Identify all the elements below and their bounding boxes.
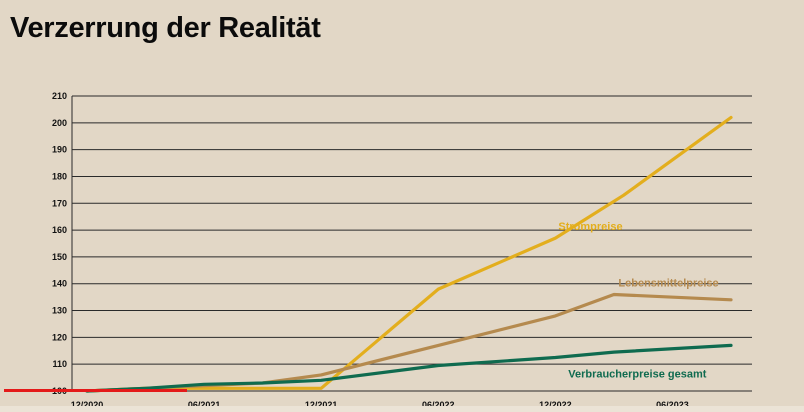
- x-tick-label: 06/2023: [656, 400, 689, 410]
- y-tick-label: 150: [52, 252, 67, 262]
- y-tick-label: 180: [52, 171, 67, 181]
- series-label-verbraucherpreise: Verbraucherpreise gesamt: [568, 369, 707, 381]
- x-tick-label: 12/2021: [305, 400, 338, 410]
- y-tick-label: 140: [52, 279, 67, 289]
- player-bottom-strip: [0, 406, 804, 412]
- x-tick-label: 12/2020: [71, 400, 104, 410]
- x-tick-label: 06/2022: [422, 400, 455, 410]
- chart-title: Verzerrung der Realität: [10, 12, 321, 44]
- grid-lines: [71, 95, 752, 392]
- series-label-lebensmittelpreise: Lebensmittelpreise: [618, 277, 718, 289]
- x-tick-label: 06/2021: [188, 400, 221, 410]
- video-progress-bar[interactable]: [4, 389, 187, 392]
- y-tick-label: 110: [52, 359, 67, 369]
- y-tick-label: 170: [52, 198, 67, 208]
- x-tick-label: 12/2022: [539, 400, 572, 410]
- series-lines: [85, 115, 733, 393]
- y-tick-label: 190: [52, 145, 67, 155]
- x-axis-tick-labels: 12/2020 06/2021 12/2021 06/2022 12/2022 06/20…: [71, 400, 689, 410]
- series-label-strompreise: Strompreise: [558, 221, 622, 233]
- y-tick-label: 160: [52, 225, 67, 235]
- series-labels: Strompreise Lebensmittelpreise Verbraucher…: [558, 221, 718, 381]
- y-axis-tick-labels: 210200190180170160150140130120110100: [52, 91, 67, 396]
- series-line-verbraucherpreise: [85, 343, 733, 393]
- y-tick-label: 210: [52, 91, 67, 101]
- y-tick-label: 200: [52, 118, 67, 128]
- y-tick-label: 120: [52, 332, 67, 342]
- y-tick-label: 130: [52, 306, 67, 316]
